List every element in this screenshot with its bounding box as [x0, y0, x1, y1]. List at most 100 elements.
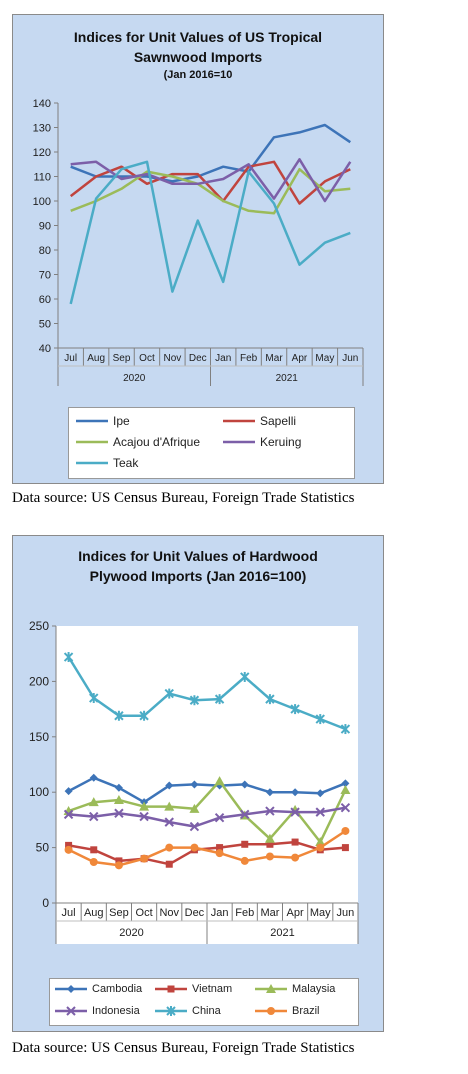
legend-item: Keruing	[222, 435, 301, 449]
legend-swatch	[55, 985, 87, 993]
legend-item: Indonesia	[54, 1005, 140, 1017]
x-tick-label: Aug	[84, 907, 104, 919]
data-point	[340, 803, 351, 813]
legend-swatch	[55, 1006, 87, 1016]
legend-swatch	[76, 419, 108, 423]
x-tick-label: May	[310, 907, 331, 919]
legend-swatch	[255, 1007, 287, 1015]
data-point	[341, 779, 350, 788]
y-tick-label: 150	[29, 730, 49, 744]
chart-sawnwood-svg: 40 50 60 70 80 90 100 110 120 130 140 Jul Aug Sep Oct N…	[33, 98, 364, 386]
data-point	[89, 693, 99, 704]
legend-label: Teak	[113, 456, 139, 470]
series-line-indonesia	[68, 806, 346, 828]
data-point	[241, 840, 249, 848]
data-point	[190, 843, 199, 852]
data-point	[216, 844, 224, 852]
legend-item: Sapelli	[222, 414, 296, 428]
series-line-teak	[69, 160, 351, 305]
data-point	[165, 781, 174, 790]
data-point	[315, 714, 325, 725]
y-tick-label: 100	[33, 196, 51, 208]
data-point	[88, 797, 99, 807]
legend-swatch	[155, 1006, 187, 1016]
data-point	[165, 843, 174, 852]
plot-area	[58, 103, 363, 386]
data-point	[291, 853, 300, 862]
data-point	[113, 794, 124, 804]
data-point	[190, 780, 199, 789]
legend-label: Sapelli	[260, 414, 297, 428]
data-point	[139, 710, 149, 721]
data-point	[215, 849, 224, 858]
y-tick-label: 40	[39, 343, 51, 355]
data-point	[114, 783, 123, 792]
legend-item: Acajou d'Afrique	[75, 435, 200, 449]
data-point	[165, 860, 173, 868]
legend-swatch	[255, 984, 287, 993]
data-point	[114, 808, 124, 818]
legend-item: China	[154, 1005, 221, 1017]
data-point	[340, 784, 351, 794]
data-point	[164, 688, 174, 699]
data-point	[214, 812, 225, 823]
legend-swatch-marker	[267, 1007, 275, 1015]
data-point	[189, 803, 200, 813]
x-tick-label: Jan	[215, 353, 231, 364]
legend-label: Cambodia	[92, 983, 143, 995]
data-point	[341, 844, 349, 852]
legend-label: Brazil	[292, 1005, 320, 1017]
chart-plywood-svg: 0 50 100 150 200 250 Jul Aug Sep Oct Nov Dec Jan Feb M…	[29, 619, 359, 944]
data-point	[290, 807, 300, 817]
x-tick-label: May	[315, 353, 334, 364]
y-tick-label: 60	[39, 294, 51, 306]
chart-title-line2: Sawnwood Imports	[133, 49, 263, 65]
series-line-acajou-d-afrique	[70, 167, 351, 215]
data-point	[65, 841, 73, 849]
data-point	[63, 809, 74, 820]
x-year-label: 2021	[276, 373, 299, 384]
data-point	[89, 811, 99, 822]
x-tick-label: Jan	[211, 907, 229, 919]
x-tick-label: Oct	[139, 353, 155, 364]
data-point	[240, 671, 250, 682]
legend-swatch-marker	[167, 985, 175, 993]
legend-item: Teak	[75, 456, 138, 470]
legend-label: Keruing	[260, 435, 302, 449]
data-point	[139, 811, 149, 822]
x-tick-label: Apr	[292, 353, 308, 364]
data-point	[114, 710, 124, 721]
chart-panel-plywood: Indices for Unit Values of Hardwood Plyw…	[12, 535, 384, 1032]
data-point	[140, 854, 149, 863]
y-tick-label: 0	[42, 896, 49, 910]
data-point	[189, 695, 200, 706]
legend-swatch-marker	[66, 1006, 76, 1016]
x-tick-label: Dec	[185, 907, 205, 919]
y-tick-label: 50	[39, 319, 51, 331]
x-tick-label: Jun	[337, 907, 355, 919]
data-point	[89, 858, 98, 867]
y-tick-label: 200	[29, 674, 49, 688]
data-point	[315, 807, 325, 817]
chart-title-line2: Plywood Imports (Jan 2016=100)	[89, 568, 307, 584]
legend-label: Malaysia	[292, 983, 336, 995]
x-tick-label: Oct	[136, 907, 153, 919]
y-tick-label: 250	[29, 619, 49, 633]
y-tick-label: 80	[39, 245, 51, 257]
legend-plywood: Cambodia Vietnam Malaysia Indonesia China Bra…	[49, 978, 359, 1026]
data-point	[341, 826, 350, 835]
data-point	[115, 857, 123, 865]
data-point	[240, 780, 249, 789]
data-point	[291, 788, 300, 797]
legend-item: Vietnam	[154, 983, 232, 995]
data-source-note: Data source: US Census Bureau, Foreign T…	[12, 1040, 355, 1056]
series-line-keruing	[70, 158, 352, 203]
data-point	[266, 840, 274, 848]
legend-swatch	[155, 985, 187, 993]
data-point	[265, 788, 274, 797]
chart-title-line1: Indices for Unit Values of Hardwood	[78, 548, 318, 564]
x-tick-label: Jul	[64, 353, 77, 364]
legend-swatch-marker	[166, 1006, 176, 1016]
y-tick-label: 50	[36, 841, 50, 855]
data-point	[139, 801, 150, 811]
